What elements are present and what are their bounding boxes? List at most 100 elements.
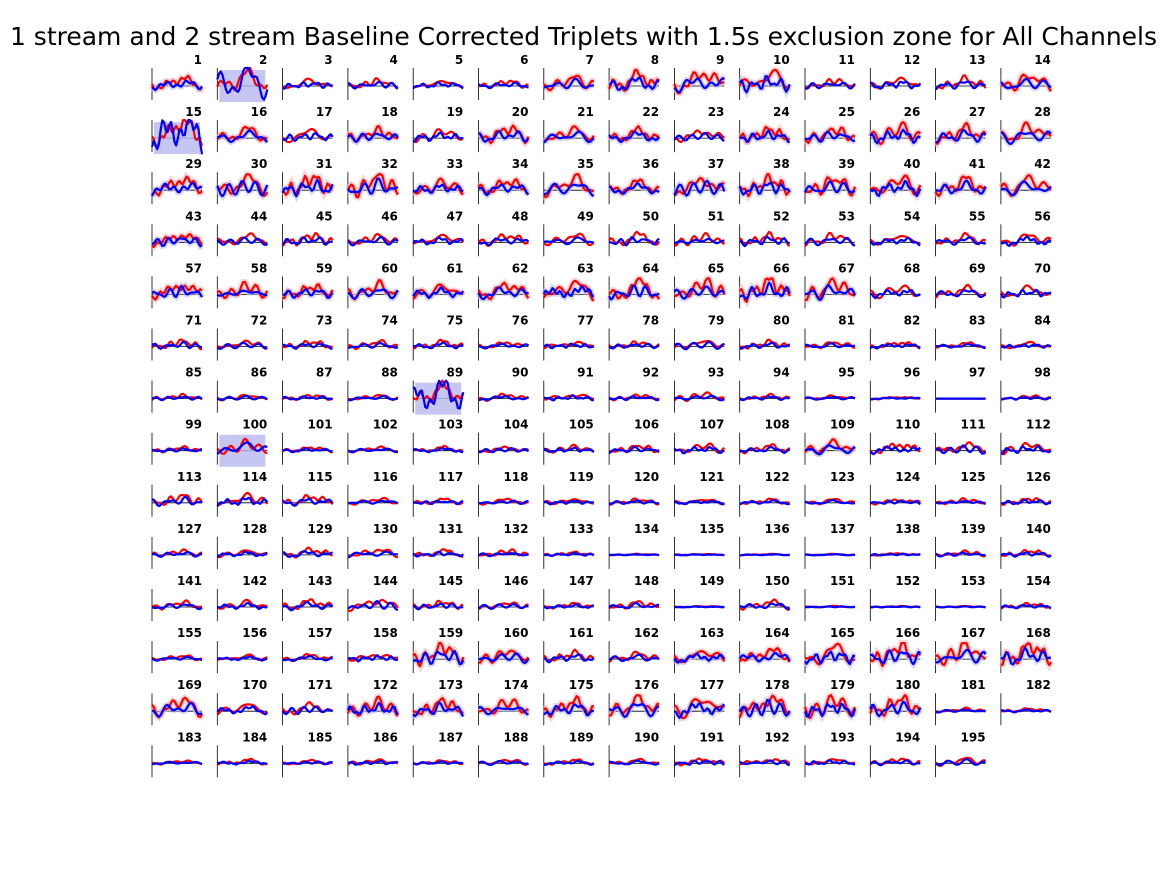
channel-label: 162: [634, 626, 659, 640]
series-blue-line: [934, 80, 986, 91]
channel-panel-65: 65: [672, 261, 728, 309]
channel-label: 168: [1026, 626, 1051, 640]
channel-panel-171: 171: [281, 678, 334, 726]
channel-label: 146: [503, 574, 528, 588]
channel-panel-138: 138: [869, 522, 921, 569]
series-blue-line: [151, 551, 203, 558]
channel-panel-135: 135: [674, 522, 725, 569]
series-blue-line: [477, 603, 529, 610]
series-blue-line: [282, 760, 333, 766]
series-blue-line: [673, 179, 726, 197]
channel-label: 158: [373, 626, 398, 640]
series-blue-line: [869, 128, 921, 145]
series-blue-line: [869, 80, 922, 90]
series-blue-line: [151, 284, 203, 299]
channel-panel-50: 50: [608, 209, 661, 257]
series-blue-line: [674, 553, 725, 557]
channel-label: 84: [1034, 314, 1051, 328]
series-red-line: [609, 694, 660, 717]
channel-label: 165: [830, 626, 855, 640]
series-blue-line: [282, 81, 333, 90]
channel-label: 1: [194, 53, 202, 67]
series-blue-line: [151, 340, 203, 350]
channel-label: 54: [904, 209, 921, 223]
channel-panel-57: 57: [149, 261, 205, 309]
series-blue-line: [673, 131, 725, 142]
series-blue-line: [347, 499, 399, 505]
channel-panel-93: 93: [673, 366, 725, 413]
channel-label: 40: [904, 157, 921, 171]
channel-panel-163: 163: [671, 626, 727, 674]
series-blue-line: [804, 605, 856, 609]
channel-panel-139: 139: [934, 522, 987, 569]
series-red-line: [674, 442, 726, 454]
series-blue-line: [151, 79, 203, 92]
channel-panel-110: 110: [869, 418, 922, 465]
series-blue-line: [347, 600, 399, 611]
series-blue-line: [347, 654, 399, 663]
series-blue-line: [412, 550, 464, 558]
channel-label: 190: [634, 730, 659, 744]
channel-panel-190: 190: [608, 730, 660, 778]
series-blue-line: [935, 128, 987, 144]
channel-panel-174: 174: [477, 678, 530, 726]
channel-panel-73: 73: [282, 314, 333, 361]
channel-panel-180: 180: [867, 678, 924, 726]
channel-label: 13: [969, 53, 986, 67]
channel-panel-126: 126: [1000, 470, 1052, 517]
channel-label: 126: [1026, 470, 1051, 484]
channel-label: 124: [895, 470, 920, 484]
channel-panel-32: 32: [345, 157, 401, 205]
series-blue-line: [608, 445, 660, 455]
series-blue-line: [543, 394, 595, 402]
channel-label: 34: [512, 157, 529, 171]
channel-label: 89: [446, 366, 463, 380]
channel-label: 178: [765, 678, 790, 692]
channel-panel-168: 168: [999, 626, 1054, 674]
channel-panel-151: 151: [804, 574, 856, 621]
series-blue-line: [346, 701, 399, 716]
series-blue-line: [674, 605, 725, 609]
channel-label: 57: [185, 261, 202, 275]
series-blue-line: [281, 705, 334, 716]
series-blue-line: [738, 652, 791, 663]
series-blue-line: [478, 760, 529, 766]
series-blue-line: [869, 649, 922, 666]
channel-panel-11: 11: [804, 53, 856, 100]
channel-panel-34: 34: [475, 157, 531, 205]
series-blue-line: [216, 496, 269, 508]
channel-panel-78: 78: [608, 314, 660, 361]
series-blue-line: [934, 236, 986, 246]
series-red-line: [804, 176, 857, 197]
series-blue-line: [282, 600, 333, 612]
series-blue-line: [673, 445, 725, 455]
channel-panel-49: 49: [543, 209, 595, 257]
series-blue-line: [216, 655, 268, 662]
channel-label: 129: [308, 522, 333, 536]
channel-label: 18: [381, 105, 398, 119]
channel-panel-166: 166: [868, 626, 923, 674]
series-blue-line: [543, 182, 595, 198]
channel-label: 142: [242, 574, 267, 588]
channel-panel-76: 76: [478, 314, 530, 361]
series-blue-line: [1000, 395, 1052, 401]
channel-panel-172: 172: [345, 678, 401, 726]
channel-panel-80: 80: [739, 314, 791, 361]
series-blue-line: [934, 551, 986, 558]
channel-panel-58: 58: [216, 261, 270, 309]
series-blue-line: [739, 602, 791, 610]
channel-label: 117: [438, 470, 463, 484]
channel-label: 94: [773, 366, 790, 380]
series-blue-line: [1000, 445, 1052, 455]
series-blue-line: [609, 499, 660, 506]
series-blue-line: [934, 289, 987, 299]
series-blue-line: [608, 284, 660, 301]
channel-panel-86: 86: [216, 366, 268, 413]
channel-label: 42: [1034, 157, 1051, 171]
series-blue-line: [216, 395, 268, 401]
channel-label: 12: [904, 53, 921, 67]
channel-label: 186: [373, 730, 398, 744]
channel-label: 130: [373, 522, 398, 536]
series-blue-line: [543, 77, 594, 90]
channel-label: 97: [969, 366, 986, 380]
